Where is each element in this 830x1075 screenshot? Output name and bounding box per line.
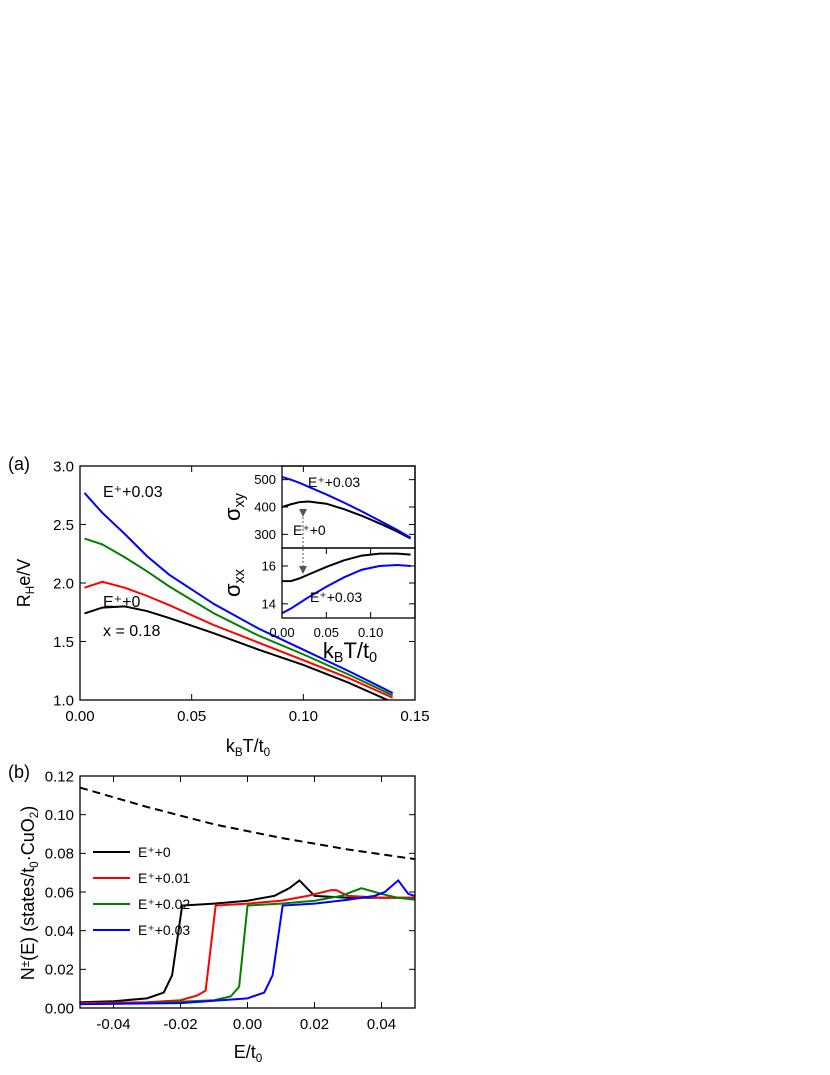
x-tick-label: 0.02 [300, 1016, 329, 1033]
label-part: T/t [343, 638, 369, 663]
series-line [83, 492, 394, 694]
y-tick-label: 0.06 [45, 884, 74, 901]
label-part: ·CuO [18, 818, 38, 861]
label-part: R [14, 594, 34, 607]
label-part: E/t [234, 1042, 256, 1062]
y-tick-label: 0.00 [45, 1000, 74, 1017]
series-line [282, 552, 411, 583]
series-line [282, 475, 412, 539]
annotation: E⁺+0 [293, 522, 326, 538]
label-part: xx [232, 569, 248, 583]
series-line [80, 878, 415, 1006]
x-tick-label: 0.05 [314, 625, 339, 640]
y-axis-label: σxy [220, 492, 248, 521]
y-tick-label: 1.0 [53, 692, 74, 709]
series-line [80, 887, 415, 1006]
label-part: 0 [256, 1052, 263, 1065]
y-tick-label: 0.12 [45, 768, 74, 785]
x-axis-label: kBT/t0 [226, 736, 271, 759]
panel-label: (b) [8, 762, 30, 782]
label-part: 2 [28, 812, 41, 819]
label-part: T/t [243, 736, 264, 756]
y-tick-label: 0.10 [45, 807, 74, 824]
y-tick-label: 2.0 [53, 575, 74, 592]
legend-label: E⁺+0.01 [138, 870, 190, 886]
y-tick-label: 14 [262, 596, 276, 611]
plot-frame [79, 775, 416, 1009]
label-part: B [334, 650, 344, 666]
x-tick-label: 0.15 [400, 708, 429, 725]
series-line [80, 786, 415, 861]
annotation: E⁺+0 [103, 594, 140, 611]
annotation: E⁺+0.03 [310, 589, 362, 605]
annotation: x = 0.18 [103, 623, 160, 640]
label-part: H [24, 586, 37, 594]
label-part: 0 [264, 746, 271, 759]
x-tick-label: 0.10 [358, 625, 383, 640]
label-part: ± [19, 960, 32, 967]
y-tick-label: 0.08 [45, 846, 74, 863]
label-part: 0 [28, 861, 41, 868]
x-tick-label: 0.00 [65, 708, 94, 725]
y-axis-label: RHe/V [14, 559, 37, 607]
series-line [84, 580, 394, 699]
annotation: E⁺+0.03 [103, 484, 163, 501]
label-part: k [323, 638, 335, 663]
x-tick-label: 0.10 [289, 708, 318, 725]
y-tick-label: 3.0 [53, 458, 74, 475]
label-part: σ [220, 583, 245, 597]
label-part: N [18, 967, 38, 980]
y-tick-label: 0.02 [45, 962, 74, 979]
label-part: 0 [369, 650, 377, 666]
x-tick-label: 0.00 [269, 625, 294, 640]
y-tick-label: 2.5 [53, 517, 74, 534]
series-line [282, 564, 411, 615]
y-tick-label: 0.04 [45, 923, 74, 940]
legend-label: E⁺+0 [138, 844, 171, 860]
x-tick-label: 0.04 [367, 1016, 396, 1033]
series-line [282, 500, 412, 540]
y-tick-label: 400 [254, 500, 276, 515]
x-tick-label: -0.04 [96, 1016, 130, 1033]
x-axis-label: kBT/t0 [323, 638, 377, 666]
x-tick-label: 0.05 [177, 708, 206, 725]
x-tick-label: -0.02 [163, 1016, 197, 1033]
series-line [84, 537, 394, 697]
series-line [84, 605, 390, 700]
annotation: E⁺+0.03 [308, 474, 360, 490]
label-part: B [235, 746, 243, 759]
y-tick-label: 300 [254, 527, 276, 542]
x-axis-label: E/t0 [234, 1042, 263, 1065]
legend-label: E⁺+0.02 [138, 896, 190, 912]
label-part: (E) (states/t [18, 868, 38, 961]
x-tick-label: 0.00 [233, 1016, 262, 1033]
y-tick-label: 500 [254, 472, 276, 487]
y-tick-label: 1.5 [53, 634, 74, 651]
legend-label: E⁺+0.03 [138, 922, 190, 938]
label-part: e/V [14, 559, 34, 586]
label-part: σ [220, 507, 245, 521]
plot-frame [281, 547, 416, 619]
label-part: xy [232, 492, 248, 507]
y-axis-label: N±(E) (states/t0·CuO2) [18, 806, 41, 980]
label-part: k [226, 736, 236, 756]
panel-label: (a) [8, 454, 30, 474]
label-part: ) [18, 806, 38, 812]
y-tick-label: 16 [262, 559, 276, 574]
series-line [80, 879, 415, 1004]
y-axis-label: σxx [220, 569, 248, 597]
